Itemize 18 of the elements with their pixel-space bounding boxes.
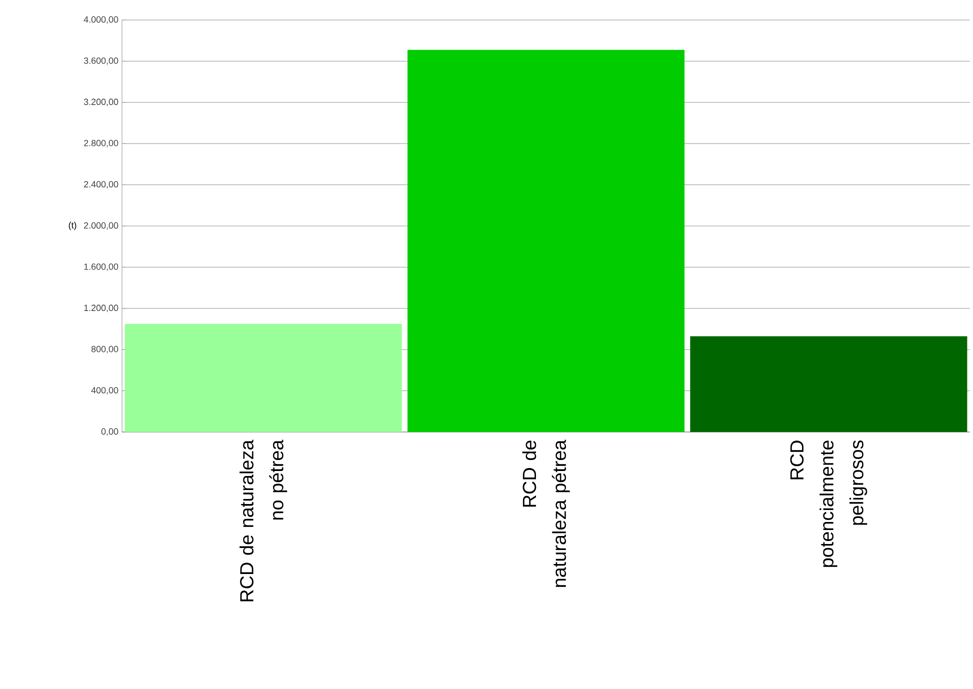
y-tick-label: 1.600,00	[84, 263, 118, 271]
y-tick-label: 3.200,00	[84, 98, 118, 106]
y-tick-label: 1.200,00	[84, 304, 118, 312]
bar	[408, 50, 685, 432]
y-tick-label: 2.400,00	[84, 181, 118, 188]
bar	[124, 324, 402, 432]
y-tick-label: 800,00	[91, 346, 118, 354]
x-tick-label: RCD de naturaleza pétrea	[522, 440, 570, 587]
y-tick-label: 2.000,00	[84, 222, 118, 230]
y-axis-title: (t)	[68, 222, 76, 230]
y-tick-label: 4.000,00	[84, 16, 118, 24]
bar	[690, 336, 968, 432]
y-tick-label: 0,00	[101, 428, 118, 436]
x-tick-label: RCD potencialmente peligrosos	[790, 440, 868, 567]
y-tick-label: 2.800,00	[84, 140, 118, 148]
x-tick-label: RCD de naturaleza no pétrea	[240, 440, 288, 602]
y-tick-label: 400,00	[91, 387, 118, 394]
y-tick-label: 3.600,00	[84, 57, 118, 65]
